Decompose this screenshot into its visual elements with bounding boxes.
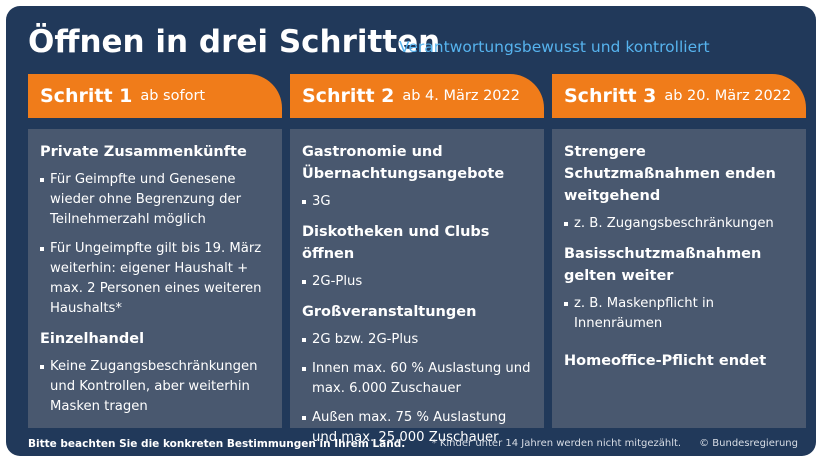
bullet-item: Keine Zugangsbeschränkungen und Kontroll… (40, 357, 272, 417)
step-column-3: Schritt 3 ab 20. März 2022 Strengere Sch… (552, 74, 806, 428)
block-heading: Basisschutzmaßnahmen gelten weiter (564, 246, 762, 284)
block-heading: Gastronomie und Übernachtungsangebote (302, 144, 505, 182)
step-header-1: Schritt 1 ab sofort (28, 74, 282, 118)
block-heading: Einzelhandel (40, 331, 145, 347)
bullet-item: Außen max. 75 % Auslastung und max. 25.0… (302, 408, 534, 448)
footer-note: Bitte beachten Sie die konkreten Bestimm… (28, 438, 406, 450)
block-heading: Homeoffice-Pflicht endet (564, 353, 767, 369)
bullet-item: Für Ungeimpfte gilt bis 19. März weiterh… (40, 239, 272, 319)
step-header-3: Schritt 3 ab 20. März 2022 (552, 74, 806, 118)
copyright: © Bundesregierung (699, 438, 798, 449)
bullet-item: Innen max. 60 % Auslastung und max. 6.00… (302, 359, 534, 399)
infographic-slide: Öffnen in drei Schritten Verantwortungsb… (6, 6, 816, 456)
step-panel-1: Private Zusammenkünfte Für Geimpfte und … (28, 129, 282, 428)
step-date: ab 20. März 2022 (664, 88, 792, 104)
block-heading: Private Zusammenkünfte (40, 144, 247, 160)
step-header-2: Schritt 2 ab 4. März 2022 (290, 74, 544, 118)
bullet-item: Für Geimpfte und Genesene wieder ohne Be… (40, 170, 272, 230)
block-heading: Diskotheken und Clubs öffnen (302, 224, 490, 262)
bullet-item: 2G bzw. 2G-Plus (302, 330, 534, 350)
step-date: ab sofort (140, 88, 206, 104)
bullet-item: 2G-Plus (302, 272, 534, 292)
block-heading: Strengere Schutzmaßnahmen enden weitgehe… (564, 144, 776, 204)
page-title: Öffnen in drei Schritten (28, 24, 441, 60)
bullet-item: z. B. Maskenpflicht in Innenräumen (564, 294, 796, 334)
bullet-item: 3G (302, 192, 534, 212)
footer-right: * Kinder unter 14 Jahren werden nicht mi… (432, 438, 798, 449)
step-column-2: Schritt 2 ab 4. März 2022 Gastronomie un… (290, 74, 544, 445)
step-date: ab 4. März 2022 (402, 88, 520, 104)
step-panel-3: Strengere Schutzmaßnahmen enden weitgehe… (552, 129, 806, 428)
page-subtitle: Verantwortungsbewusst und kontrolliert (399, 38, 710, 56)
step-name: Schritt 1 (40, 85, 133, 107)
step-name: Schritt 3 (564, 85, 657, 107)
step-panel-2: Gastronomie und Übernachtungsangebote 3G… (290, 129, 544, 445)
bullet-item: z. B. Zugangsbeschränkungen (564, 214, 796, 234)
step-column-1: Schritt 1 ab sofort Private Zusammenkünf… (28, 74, 282, 428)
footnote: * Kinder unter 14 Jahren werden nicht mi… (431, 438, 682, 449)
block-heading: Großveranstaltungen (302, 304, 477, 320)
step-name: Schritt 2 (302, 85, 395, 107)
